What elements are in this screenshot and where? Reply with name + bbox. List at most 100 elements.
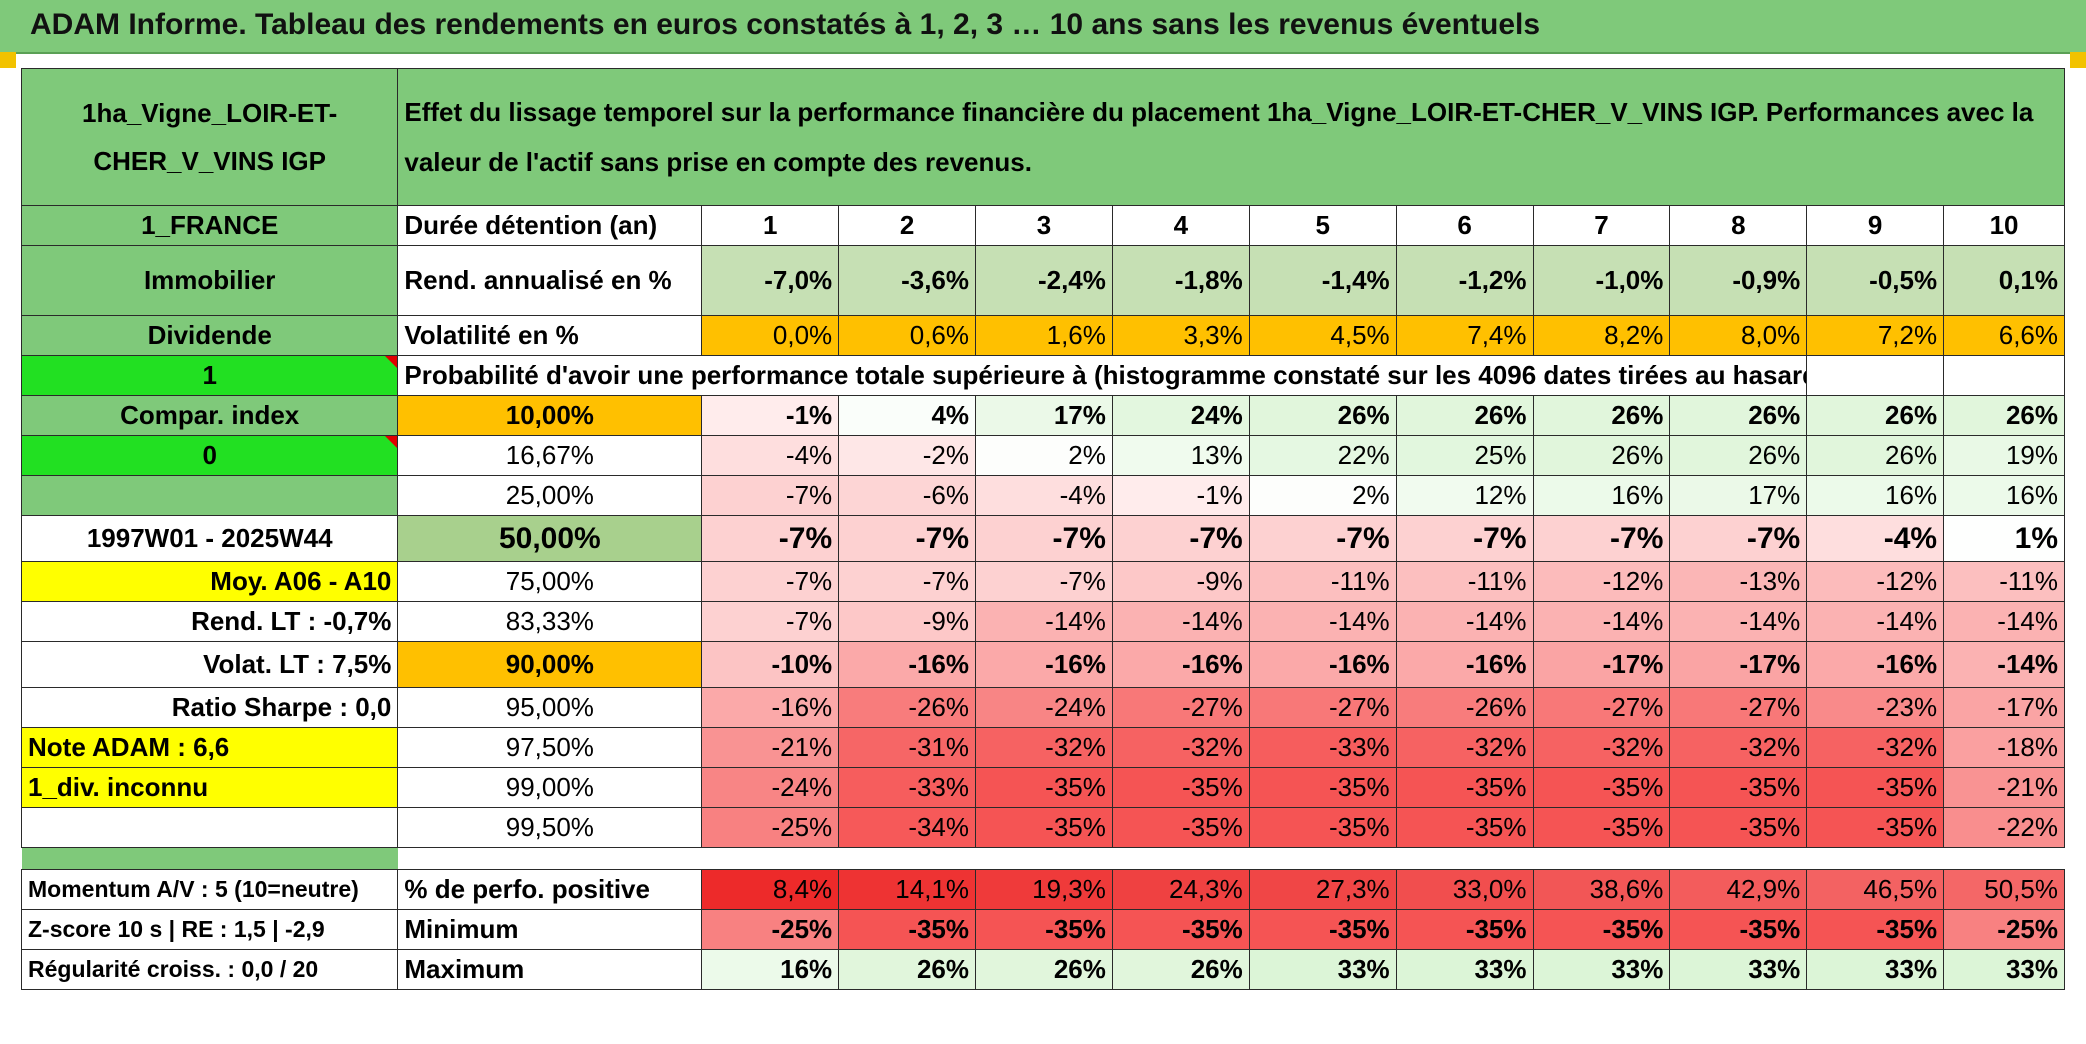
regularite-cell: Régularité croiss. : 0,0 / 20 <box>20 949 399 990</box>
percentile-value: -24% <box>701 767 840 808</box>
percentile-value: -35% <box>975 807 1113 848</box>
percentile-row: Moy. A06 - A10 75,00% -7% -7% -7% -9% -11% -11%… <box>20 561 2065 602</box>
spacer-row <box>21 847 2065 870</box>
percentile-value: -7% <box>975 561 1113 602</box>
prob-label: Probabilité d'avoir une performance tota… <box>397 355 1808 396</box>
percentile-value: 16% <box>1532 475 1671 516</box>
percentile-value: -12% <box>1532 561 1671 602</box>
perfpos-value: 46,5% <box>1806 869 1945 910</box>
durations-row: 1_FRANCE Durée détention (an) 1 2 3 4 5 6 7 8 9 10 <box>20 205 2065 246</box>
rend-value: 0,1% <box>1943 245 2065 316</box>
empty-green-cell <box>20 475 399 516</box>
percentile-value: 26% <box>1943 395 2065 436</box>
corner-marker <box>0 52 16 68</box>
percentile-value: 26% <box>1669 435 1808 476</box>
volat-value: 8,0% <box>1669 315 1808 356</box>
percentile-value: -32% <box>1111 727 1250 768</box>
percentile-label: 90,00% <box>397 641 703 688</box>
percentile-value: -4% <box>1806 515 1945 562</box>
percentile-value: -2% <box>838 435 977 476</box>
percentile-row: Compar. index 10,00% -1% 4% 17% 24% 26% 26% 26% 2… <box>20 395 2065 436</box>
percentile-value: 26% <box>1806 435 1945 476</box>
volat-value: 1,6% <box>975 315 1113 356</box>
volat-value: 8,2% <box>1532 315 1671 356</box>
percentile-value: -35% <box>1248 767 1397 808</box>
spacer-green-cell <box>21 847 398 870</box>
percentile-row: 0 16,67% -4% -2% 2% 13% 22% 25% 26% 26% 26% 19% <box>20 435 2065 476</box>
percentile-value: 26% <box>1248 395 1397 436</box>
percentile-value: -27% <box>1111 687 1250 728</box>
percentile-value: -16% <box>975 641 1113 688</box>
percentile-row: Ratio Sharpe : 0,0 95,00% -16% -26% -24% -27%… <box>20 687 2065 728</box>
percentile-value: -14% <box>1806 601 1945 642</box>
rend-value: -3,6% <box>838 245 977 316</box>
percentile-value: -10% <box>701 641 840 688</box>
percentile-value: -35% <box>1669 807 1808 848</box>
percentile-value: -9% <box>1111 561 1250 602</box>
perfpos-value: 42,9% <box>1669 869 1808 910</box>
max-value: 16% <box>701 949 840 990</box>
percentile-value: -32% <box>1532 727 1671 768</box>
min-value: -35% <box>975 909 1113 950</box>
percentile-value: -32% <box>1806 727 1945 768</box>
durations-label: Durée détention (an) <box>397 205 703 246</box>
perfpos-label: % de perfo. positive <box>397 869 703 910</box>
percentile-value: -27% <box>1669 687 1808 728</box>
volat-value: 3,3% <box>1111 315 1250 356</box>
percentile-value: -35% <box>1111 767 1250 808</box>
max-value: 33% <box>1806 949 1945 990</box>
percentile-value: 17% <box>1669 475 1808 516</box>
percentile-value: -7% <box>701 475 840 516</box>
percentile-value: -9% <box>838 601 977 642</box>
min-value: -35% <box>1669 909 1808 950</box>
blank-cell <box>1806 355 1945 396</box>
min-value: -35% <box>838 909 977 950</box>
percentile-label: 25,00% <box>397 475 703 516</box>
perfpos-value: 14,1% <box>838 869 977 910</box>
percentile-value: -6% <box>838 475 977 516</box>
rend-value: -1,0% <box>1532 245 1671 316</box>
volat-lt-cell: Volat. LT : 7,5% <box>20 641 399 688</box>
percentile-value: -16% <box>1111 641 1250 688</box>
blank-cell <box>1943 355 2065 396</box>
percentile-label: 97,50% <box>397 727 703 768</box>
percentile-value: -35% <box>1248 807 1397 848</box>
max-value: 26% <box>838 949 977 990</box>
percentile-value: -22% <box>1943 807 2065 848</box>
percentile-value: -31% <box>838 727 977 768</box>
spacer-cell <box>397 847 2065 870</box>
perfpos-value: 33,0% <box>1395 869 1534 910</box>
percentile-value: -7% <box>1111 515 1250 562</box>
percentile-value: -4% <box>975 475 1113 516</box>
percentile-value: 22% <box>1248 435 1397 476</box>
perfpos-value: 50,5% <box>1943 869 2065 910</box>
max-value: 33% <box>1248 949 1397 990</box>
rend-lt-cell: Rend. LT : -0,7% <box>20 601 399 642</box>
percentile-value: -7% <box>1669 515 1808 562</box>
percentile-value: 2% <box>1248 475 1397 516</box>
percentile-value: -27% <box>1248 687 1397 728</box>
percentile-value: -7% <box>975 515 1113 562</box>
volat-value: 0,6% <box>838 315 977 356</box>
blank-cell <box>20 807 399 848</box>
prob-row: 1 Probabilité d'avoir une performance tot… <box>20 355 2065 396</box>
percentile-value: -14% <box>1111 601 1250 642</box>
volat-value: 6,6% <box>1943 315 2065 356</box>
duration-header: 1 <box>701 205 840 246</box>
percentile-value: -16% <box>1395 641 1534 688</box>
min-value: -35% <box>1111 909 1250 950</box>
percentile-value: -26% <box>1395 687 1534 728</box>
percentile-label: 99,00% <box>397 767 703 808</box>
rend-value: -1,4% <box>1248 245 1397 316</box>
max-value: 33% <box>1669 949 1808 990</box>
percentile-value: -7% <box>1532 515 1671 562</box>
percentile-value: -7% <box>701 561 840 602</box>
percentile-value: -14% <box>1669 601 1808 642</box>
compar-label-cell: Compar. index <box>20 395 399 436</box>
percentile-value: -35% <box>1395 767 1534 808</box>
percentile-label: 75,00% <box>397 561 703 602</box>
duration-header: 2 <box>838 205 977 246</box>
percentile-value: -33% <box>838 767 977 808</box>
perfpos-value: 27,3% <box>1248 869 1397 910</box>
category-cell: Immobilier <box>20 245 399 316</box>
